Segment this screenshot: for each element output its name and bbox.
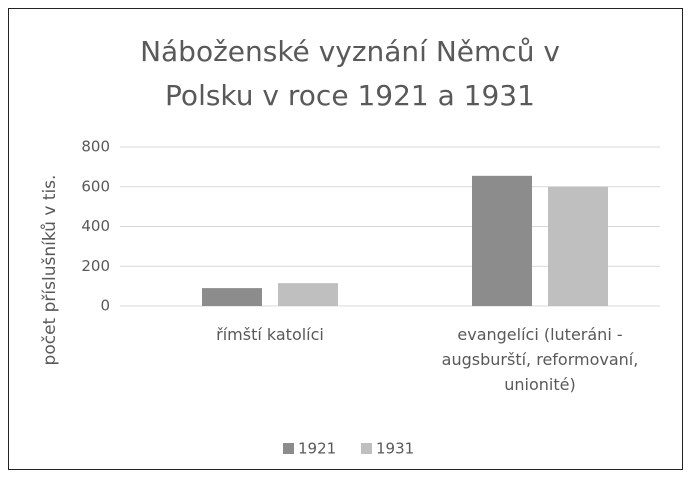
bar: [202, 288, 262, 306]
bar: [278, 283, 338, 306]
legend-label: 1921: [298, 440, 336, 458]
y-tick-label: 400: [81, 217, 110, 235]
chart-title: Náboženské vyznání Němců v Polsku v roce…: [140, 35, 560, 112]
legend-swatch: [283, 443, 294, 454]
bar: [548, 186, 608, 306]
y-tick-label: 600: [81, 177, 110, 195]
legend-label: 1931: [376, 440, 414, 458]
x-tick-label: evangelíci (luteráni - augsburští, refor…: [441, 325, 639, 394]
chart-frame: [8, 8, 683, 470]
legend-swatch: [361, 443, 372, 454]
bar: [472, 175, 532, 306]
y-tick-label: 200: [81, 257, 110, 275]
y-tick-label: 800: [81, 138, 110, 156]
y-tick-label: 0: [100, 297, 110, 315]
x-tick-label: římští katolíci: [216, 325, 324, 344]
